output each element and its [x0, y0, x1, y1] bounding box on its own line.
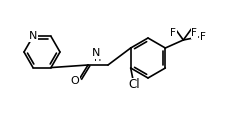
Text: F: F — [200, 32, 206, 42]
Text: Cl: Cl — [129, 78, 141, 91]
Text: N: N — [92, 48, 100, 58]
Text: O: O — [71, 76, 79, 86]
Text: F: F — [191, 28, 197, 38]
Text: N: N — [29, 31, 37, 41]
Text: F: F — [170, 28, 176, 38]
Text: H: H — [94, 53, 102, 63]
